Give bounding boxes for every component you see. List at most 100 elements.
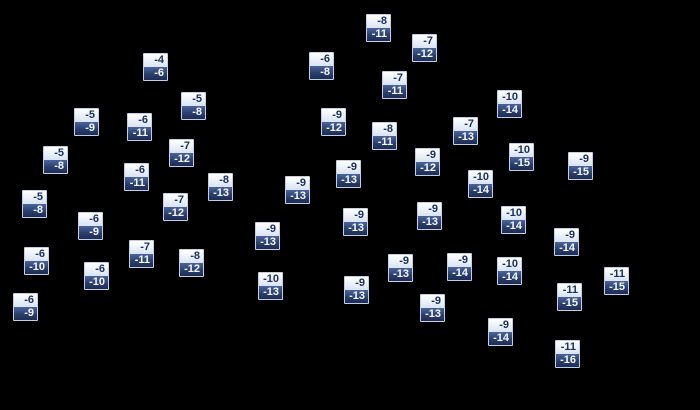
- min-temp-label: -13: [344, 222, 367, 235]
- max-temp-label: -6: [79, 213, 102, 226]
- max-temp-label: -5: [182, 93, 205, 106]
- min-temp-label: -12: [413, 48, 436, 61]
- temp-station: -6 -11: [124, 163, 149, 191]
- min-temp-label: -14: [502, 220, 525, 233]
- temp-station: -5 -8: [22, 190, 47, 218]
- temp-station: -5 -8: [181, 92, 206, 120]
- max-temp-label: -10: [469, 171, 492, 184]
- max-temp-label: -9: [448, 254, 471, 267]
- min-temp-label: -14: [489, 332, 512, 345]
- max-temp-label: -6: [125, 164, 148, 177]
- min-temp-label: -11: [383, 85, 406, 98]
- max-temp-label: -8: [209, 174, 232, 187]
- max-temp-label: -7: [454, 118, 477, 131]
- temp-station: -7 -11: [129, 240, 154, 268]
- min-temp-label: -8: [23, 204, 46, 217]
- max-temp-label: -10: [502, 207, 525, 220]
- temp-station: -9 -13: [343, 208, 368, 236]
- temp-station: -10 -14: [468, 170, 493, 198]
- temp-station: -9 -13: [336, 160, 361, 188]
- max-temp-label: -10: [510, 144, 533, 157]
- temp-station: -7 -12: [412, 34, 437, 62]
- min-temp-label: -14: [555, 242, 578, 255]
- min-temp-label: -15: [569, 166, 592, 179]
- max-temp-label: -9: [389, 255, 412, 268]
- min-temp-label: -10: [25, 261, 48, 274]
- max-temp-label: -6: [128, 114, 151, 127]
- max-temp-label: -11: [556, 341, 579, 354]
- min-temp-label: -14: [498, 271, 521, 284]
- max-temp-label: -6: [14, 294, 37, 307]
- max-temp-label: -11: [558, 284, 581, 297]
- temp-station: -6 -9: [13, 293, 38, 321]
- min-temp-label: -8: [44, 160, 67, 173]
- temp-station: -8 -12: [179, 249, 204, 277]
- min-temp-label: -11: [367, 28, 390, 41]
- min-temp-label: -13: [209, 187, 232, 200]
- max-temp-label: -9: [322, 109, 345, 122]
- max-temp-label: -7: [413, 35, 436, 48]
- min-temp-label: -11: [130, 254, 153, 267]
- max-temp-label: -4: [144, 54, 167, 67]
- temp-station: -9 -13: [388, 254, 413, 282]
- min-temp-label: -13: [256, 236, 279, 249]
- min-temp-label: -9: [14, 307, 37, 320]
- min-temp-label: -11: [125, 177, 148, 190]
- min-temp-label: -14: [498, 104, 521, 117]
- min-temp-label: -13: [286, 190, 309, 203]
- max-temp-label: -9: [418, 203, 441, 216]
- max-temp-label: -10: [259, 273, 282, 286]
- max-temp-label: -6: [25, 248, 48, 261]
- temp-station: -9 -14: [554, 228, 579, 256]
- max-temp-label: -7: [164, 194, 187, 207]
- temp-station: -11 -15: [557, 283, 582, 311]
- temp-station: -6 -10: [24, 247, 49, 275]
- min-temp-label: -15: [510, 157, 533, 170]
- max-temp-label: -9: [416, 149, 439, 162]
- temp-station: -8 -11: [366, 14, 391, 42]
- temp-station: -10 -14: [497, 90, 522, 118]
- temp-station: -7 -13: [453, 117, 478, 145]
- min-temp-label: -14: [469, 184, 492, 197]
- temp-station: -9 -15: [568, 152, 593, 180]
- min-temp-label: -13: [337, 174, 360, 187]
- temp-station: -9 -13: [285, 176, 310, 204]
- temp-station: -9 -12: [321, 108, 346, 136]
- temp-station: -6 -10: [84, 262, 109, 290]
- max-temp-label: -8: [367, 15, 390, 28]
- max-temp-label: -7: [170, 140, 193, 153]
- temp-station: -7 -12: [163, 193, 188, 221]
- temp-station: -11 -16: [555, 340, 580, 368]
- temp-station: -9 -13: [344, 276, 369, 304]
- min-temp-label: -12: [322, 122, 345, 135]
- max-temp-label: -9: [344, 209, 367, 222]
- temp-station: -6 -11: [127, 113, 152, 141]
- temp-station: -9 -12: [415, 148, 440, 176]
- temp-station: -6 -9: [78, 212, 103, 240]
- min-temp-label: -11: [373, 136, 396, 149]
- temp-station: -10 -14: [501, 206, 526, 234]
- temp-station: -9 -13: [255, 222, 280, 250]
- max-temp-label: -6: [85, 263, 108, 276]
- max-temp-label: -9: [421, 295, 444, 308]
- min-temp-label: -13: [345, 290, 368, 303]
- min-temp-label: -13: [421, 308, 444, 321]
- max-temp-label: -9: [256, 223, 279, 236]
- min-temp-label: -13: [389, 268, 412, 281]
- max-temp-label: -10: [498, 258, 521, 271]
- max-temp-label: -8: [180, 250, 203, 263]
- max-temp-label: -9: [489, 319, 512, 332]
- temp-station: -9 -13: [420, 294, 445, 322]
- max-temp-label: -11: [605, 268, 628, 281]
- min-temp-label: -15: [558, 297, 581, 310]
- max-temp-label: -9: [555, 229, 578, 242]
- min-temp-label: -8: [310, 66, 333, 79]
- max-temp-label: -7: [383, 72, 406, 85]
- max-temp-label: -9: [286, 177, 309, 190]
- max-temp-label: -9: [337, 161, 360, 174]
- max-temp-label: -9: [345, 277, 368, 290]
- temp-station: -9 -14: [488, 318, 513, 346]
- min-temp-label: -8: [182, 106, 205, 119]
- temp-station: -9 -13: [417, 202, 442, 230]
